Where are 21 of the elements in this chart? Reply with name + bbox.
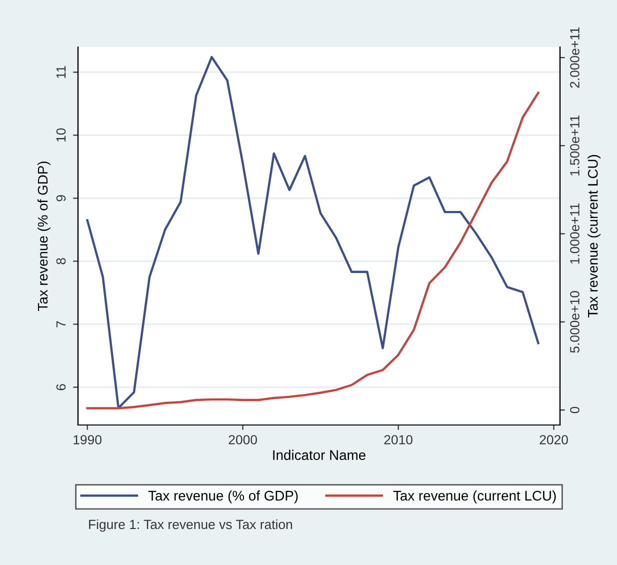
legend-label: Tax revenue (% of GDP): [148, 490, 298, 504]
y-tick-label: 10: [56, 128, 66, 142]
y-tick-label: 9: [56, 195, 66, 202]
y2-axis-title: Tax revenue (current LCU): [588, 155, 601, 318]
y-tick-label: 6: [56, 384, 66, 390]
y2-tick-label: 1.500e+11: [570, 115, 580, 176]
y2-tick-label: 0: [570, 406, 580, 414]
y-tick-label: 8: [56, 258, 66, 264]
y-tick-label: 11: [56, 66, 66, 78]
x-tick-label: 2020: [540, 435, 568, 444]
y2-tick-label: 1.000e+11: [570, 204, 580, 264]
y2-tick-label: 5.000e+10: [570, 291, 580, 353]
y-axis-title: Tax revenue (% of GDP): [37, 162, 50, 311]
caption: Figure 1: Tax revenue vs Tax ration: [89, 519, 292, 532]
x-tick-label: 2010: [384, 435, 412, 444]
x-tick-label: 2000: [228, 435, 257, 444]
x-axis-title: Indicator Name: [273, 450, 366, 460]
y2-tick-label: 2.000e+11: [570, 27, 580, 88]
y-tick-label: 7: [56, 321, 66, 328]
legend-label: Tax revenue (current LCU): [393, 490, 556, 504]
x-tick-label: 1990: [74, 435, 102, 444]
